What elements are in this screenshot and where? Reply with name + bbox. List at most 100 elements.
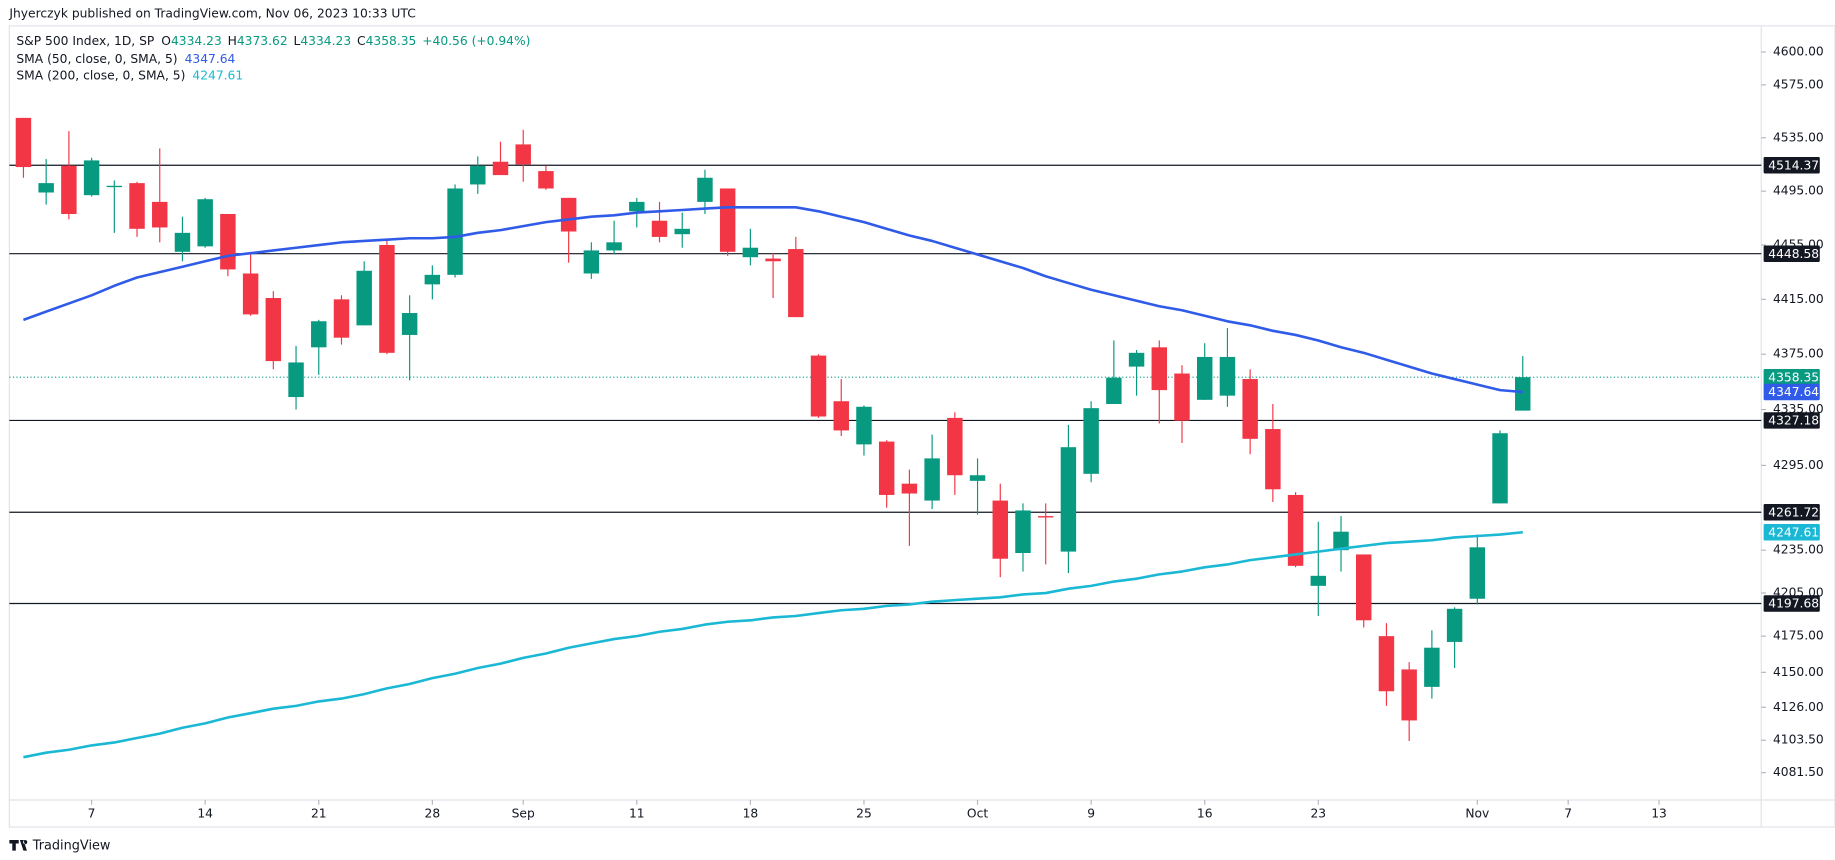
candle-body (856, 406, 872, 445)
chart-frame (8, 25, 1835, 828)
candle-body (311, 321, 327, 348)
candle-body (583, 250, 600, 274)
candle-body (61, 165, 77, 214)
candle-body (1196, 356, 1213, 400)
x-tick-label: Oct (967, 807, 988, 821)
legend-item: 4247.61 (192, 68, 243, 82)
sma-tag-bg (1763, 524, 1820, 541)
candle-body (15, 117, 32, 168)
candle-body (1424, 647, 1440, 687)
last-price-tag: 4358.35 (1768, 370, 1819, 384)
candle-body (197, 199, 213, 247)
candle-body (470, 165, 486, 185)
legend-item: 4347.64 (185, 51, 236, 65)
legend-item: 4373.62 (237, 34, 288, 48)
candle-body (1333, 531, 1349, 551)
legend-item: +40.56 (+0.94%) (422, 34, 530, 48)
candle-body (356, 270, 372, 326)
candle-body (538, 171, 554, 189)
footer-logo (9, 840, 28, 851)
candle-body (1128, 352, 1145, 367)
candle-body (1106, 377, 1122, 404)
candle-body (83, 160, 100, 196)
x-tick-label: 9 (1087, 807, 1095, 821)
candle-body (788, 249, 804, 318)
y-tick-label: 4535.00 (1773, 130, 1824, 144)
y-tick-label: 4375.00 (1773, 347, 1824, 361)
footer-brand: TradingView (32, 838, 111, 853)
candle-body (265, 297, 282, 362)
x-tick-label: 14 (197, 807, 213, 821)
level-tag: 4327.18 (1768, 413, 1819, 427)
candle-body (742, 247, 759, 258)
candle-body (1469, 547, 1486, 599)
legend-row: S&P 500 Index, 1D, SP O4334.23 H4373.62 L43… (16, 34, 530, 48)
candle-body (1287, 494, 1304, 566)
x-tick-label: 7 (1564, 807, 1572, 821)
legend-item: H (228, 34, 237, 48)
legend-item: L (294, 34, 301, 48)
candle-body (560, 197, 577, 232)
legend-item: O (161, 34, 171, 48)
x-tick-label: 16 (1197, 807, 1213, 821)
candle-body (674, 228, 690, 235)
level-tag: 4197.68 (1768, 597, 1819, 611)
legend-item: S&P 500 Index, 1D, SP (16, 34, 154, 48)
candle-body (833, 401, 849, 431)
candle-body (1492, 433, 1508, 504)
legend-row: SMA (200, close, 0, SMA, 5) 4247.61 (16, 68, 243, 82)
candle-body (1265, 429, 1281, 490)
candle-body (1401, 669, 1417, 721)
level-tag-bg (1763, 595, 1820, 612)
x-tick-label: 18 (743, 807, 759, 821)
candle-body (719, 188, 736, 252)
legend-row: SMA (50, close, 0, SMA, 5) 4347.64 (16, 51, 235, 65)
level-tag: 4448.58 (1768, 247, 1819, 261)
sma-tag: 4247.61 (1768, 525, 1819, 539)
candle-body (106, 185, 123, 188)
x-tick-label: 25 (856, 807, 872, 821)
candle-body (1083, 408, 1099, 474)
candle-body (697, 177, 713, 202)
y-tick-label: 4495.00 (1773, 184, 1824, 198)
sma-tag: 4347.64 (1768, 385, 1819, 399)
y-tick-label: 4126.00 (1773, 700, 1824, 714)
level-tag: 4261.72 (1768, 505, 1819, 519)
publisher-header: Jhyerczyk published on TradingView.com, … (8, 7, 415, 21)
legend-item: SMA (200, close, 0, SMA, 5) (16, 68, 185, 82)
candle-body (242, 273, 259, 315)
candle-body (1310, 575, 1327, 586)
level-tag-bg (1763, 412, 1820, 429)
candle-body (38, 183, 54, 193)
level-tag-bg (1763, 245, 1820, 262)
level-tag: 4514.37 (1768, 158, 1819, 172)
candle-body (333, 299, 350, 338)
candle-body (1151, 347, 1168, 391)
candle-body (447, 188, 463, 275)
candle-body (924, 458, 940, 501)
candle-body (992, 500, 1008, 559)
x-tick-label: 28 (425, 807, 441, 821)
y-tick-label: 4081.50 (1773, 765, 1824, 779)
y-tick-label: 4415.00 (1773, 292, 1824, 306)
candle-body (1356, 554, 1372, 621)
y-tick-label: 4103.50 (1773, 733, 1824, 747)
y-tick-label: 4295.00 (1773, 458, 1824, 472)
candle-body (152, 201, 168, 228)
candle-body (1219, 356, 1236, 396)
candle-body (1037, 516, 1054, 518)
legend-item: SMA (50, close, 0, SMA, 5) (16, 51, 177, 65)
candle-body (901, 483, 918, 494)
candle-body (174, 232, 191, 252)
candle-body (629, 201, 645, 212)
candle-body (492, 161, 509, 176)
candle-body (1174, 373, 1190, 421)
candle-body (401, 313, 418, 335)
legend-item: 4334.23 (300, 34, 351, 48)
x-tick-label: Nov (1465, 807, 1489, 821)
candle-body (765, 258, 781, 262)
sma-line (22, 206, 1523, 394)
